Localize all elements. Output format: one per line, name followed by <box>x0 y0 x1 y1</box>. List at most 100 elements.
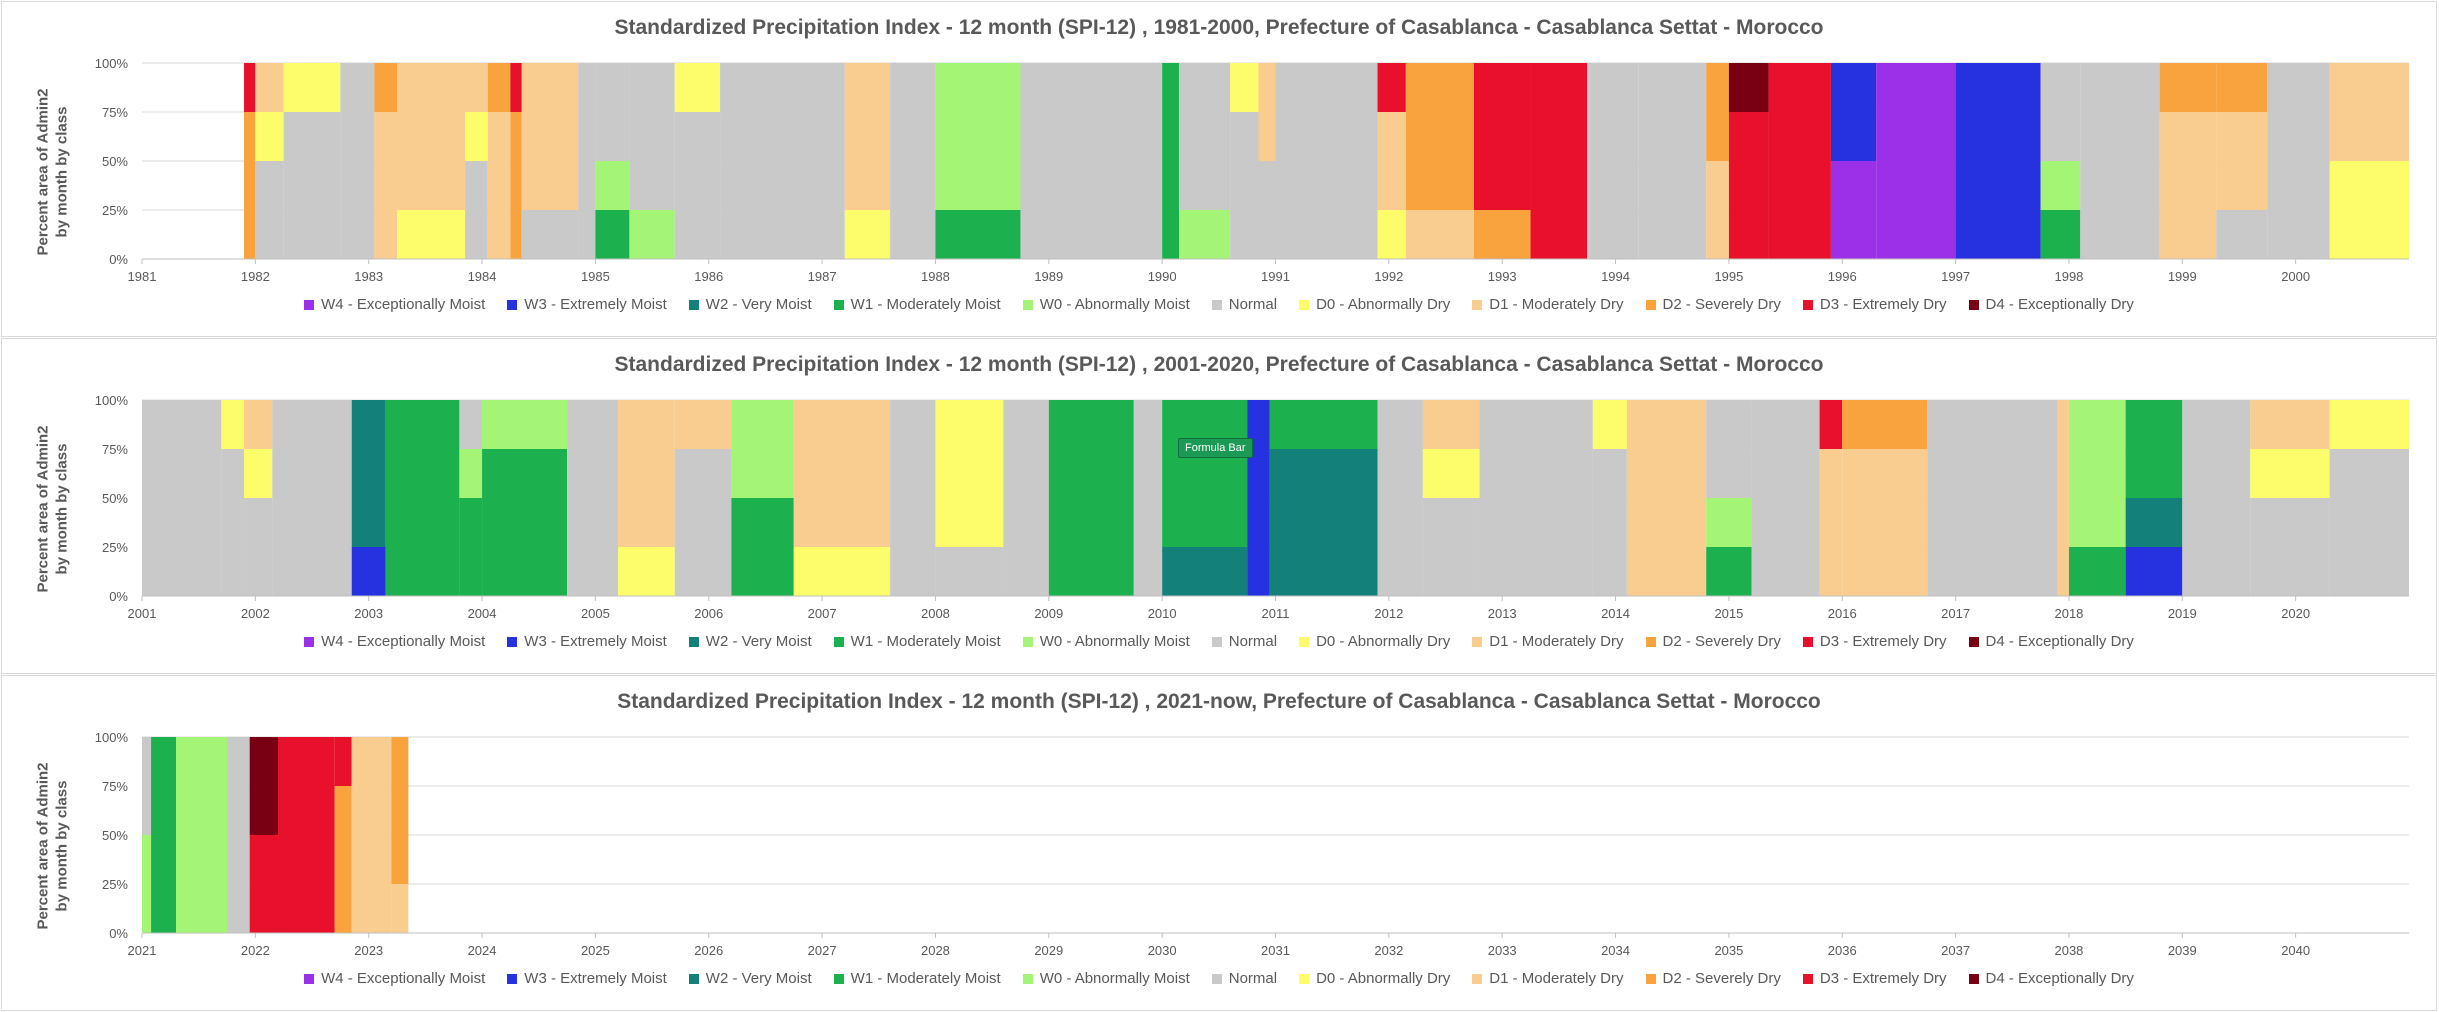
x-tick-label: 2018 <box>2054 606 2083 621</box>
legend-label: W1 - Moderately Moist <box>850 296 1001 313</box>
area-segment-d1 <box>255 63 284 112</box>
area-segment-n <box>1706 400 1752 498</box>
area-segment-w3 <box>1955 63 2041 259</box>
area-segment-n <box>244 498 273 596</box>
area-segment-d1 <box>1377 112 1406 210</box>
area-segment-n <box>2182 400 2251 596</box>
legend-item-w3: W3 - Extremely Moist <box>507 970 667 987</box>
area-segment-n <box>1479 400 1593 596</box>
legend-label: D3 - Extremely Dry <box>1819 633 1947 650</box>
x-tick-label: 1993 <box>1488 269 1517 284</box>
area-segment-w1 <box>1162 400 1248 547</box>
area-segment-n <box>465 161 488 259</box>
x-tick-label: 2030 <box>1148 943 1177 958</box>
x-tick-label: 1986 <box>694 269 723 284</box>
legend-label: D3 - Extremely Dry <box>1819 296 1947 313</box>
x-tick-label: 1999 <box>2168 269 2197 284</box>
y-tick-label: 0% <box>109 589 128 604</box>
area-segment-d3 <box>510 63 522 112</box>
legend-label: W3 - Extremely Moist <box>524 296 667 313</box>
legend-item-n: Normal <box>1211 633 1277 650</box>
area-segment-d1 <box>2329 63 2409 161</box>
area-segment-d1 <box>2216 112 2268 210</box>
area-segment-n <box>2250 498 2330 596</box>
area-segment-d1 <box>1405 210 1474 259</box>
area-segment-w1 <box>151 737 177 933</box>
area-segment-d1 <box>487 112 511 259</box>
area-segment-w3 <box>351 547 386 596</box>
area-segment-d2 <box>487 63 511 112</box>
legend-item-d0: D0 - Abnormally Dry <box>1299 970 1450 987</box>
area-segment-w2 <box>1162 547 1248 596</box>
legend-label: W1 - Moderately Moist <box>850 633 1001 650</box>
area-segment-d3 <box>1728 112 1769 259</box>
area-segment-w1 <box>935 210 1021 259</box>
area-segment-n <box>1587 63 1639 259</box>
area-segment-w1 <box>1706 547 1752 596</box>
x-tick-label: 2034 <box>1601 943 1630 958</box>
legend-item-w4: W4 - Exceptionally Moist <box>304 296 485 313</box>
area-segment-n <box>1179 63 1231 210</box>
x-tick-label: 2003 <box>354 606 383 621</box>
area-segment-d0 <box>2250 449 2330 498</box>
area-segment-d1 <box>2057 400 2069 596</box>
area-segment-n <box>890 63 936 259</box>
x-tick-label: 2010 <box>1148 606 1177 621</box>
y-tick-label: 100% <box>95 393 129 408</box>
legend-item-w2: W2 - Very Moist <box>688 296 812 313</box>
area-segment-w1 <box>595 210 630 259</box>
x-tick-label: 1982 <box>241 269 270 284</box>
area-segment-n <box>2040 63 2081 161</box>
area-segment-w0 <box>176 737 228 933</box>
legend-swatch <box>1472 636 1483 647</box>
area-segment-n <box>1638 63 1707 259</box>
area-segment-d1 <box>2250 400 2330 449</box>
y-tick-label: 25% <box>102 877 128 892</box>
y-tick-label: 0% <box>109 926 128 941</box>
area-segment-w4 <box>1876 63 1956 259</box>
legend-swatch <box>507 973 518 984</box>
area-segment-n <box>2267 63 2330 259</box>
area-segment-n <box>521 210 579 259</box>
x-tick-label: 2007 <box>808 606 837 621</box>
area-segment-d0 <box>244 449 273 498</box>
area-segment-n <box>2216 210 2268 259</box>
x-tick-label: 2037 <box>1941 943 1970 958</box>
legend-swatch <box>1968 299 1979 310</box>
legend-swatch <box>1802 636 1813 647</box>
area-segment-n <box>221 449 245 596</box>
area-segment-w4 <box>1830 161 1877 259</box>
legend: W4 - Exceptionally Moist W3 - Extremely M… <box>2 970 2436 987</box>
area-segment-d2 <box>391 737 409 884</box>
legend-label: D0 - Abnormally Dry <box>1316 633 1451 650</box>
legend-label: W3 - Extremely Moist <box>524 970 667 987</box>
x-tick-label: 1984 <box>468 269 497 284</box>
area-segment-d4 <box>1728 63 1769 112</box>
x-tick-label: 2019 <box>2168 606 2197 621</box>
x-tick-label: 2027 <box>808 943 837 958</box>
legend-label: Normal <box>1228 970 1278 987</box>
legend-item-d1: D1 - Moderately Dry <box>1472 296 1624 313</box>
legend-label: W4 - Exceptionally Moist <box>321 633 486 650</box>
legend-label: D0 - Abnormally Dry <box>1316 296 1451 313</box>
legend-label: D3 - Extremely Dry <box>1819 970 1947 987</box>
legend-item-d4: D4 - Exceptionally Dry <box>1968 970 2134 987</box>
area-segment-w0 <box>595 161 630 210</box>
legend-item-d4: D4 - Exceptionally Dry <box>1968 296 2134 313</box>
area-segment-d3 <box>278 737 335 933</box>
legend-label: D1 - Moderately Dry <box>1489 296 1624 313</box>
y-tick-label: 75% <box>102 779 128 794</box>
legend-swatch <box>1472 973 1483 984</box>
area-segment-n <box>578 63 596 259</box>
x-tick-label: 1983 <box>354 269 383 284</box>
x-tick-label: 2040 <box>2281 943 2310 958</box>
legend-label: W0 - Abnormally Moist <box>1039 296 1190 313</box>
area-segment-n <box>255 161 284 259</box>
y-tick-label: 50% <box>102 828 128 843</box>
area-segment-n <box>459 400 483 449</box>
area-segment-n <box>1927 400 2058 596</box>
area-segment-w0 <box>459 449 483 498</box>
area-segment-n <box>595 63 630 161</box>
x-tick-label: 2001 <box>128 606 157 621</box>
legend-swatch <box>1022 299 1033 310</box>
